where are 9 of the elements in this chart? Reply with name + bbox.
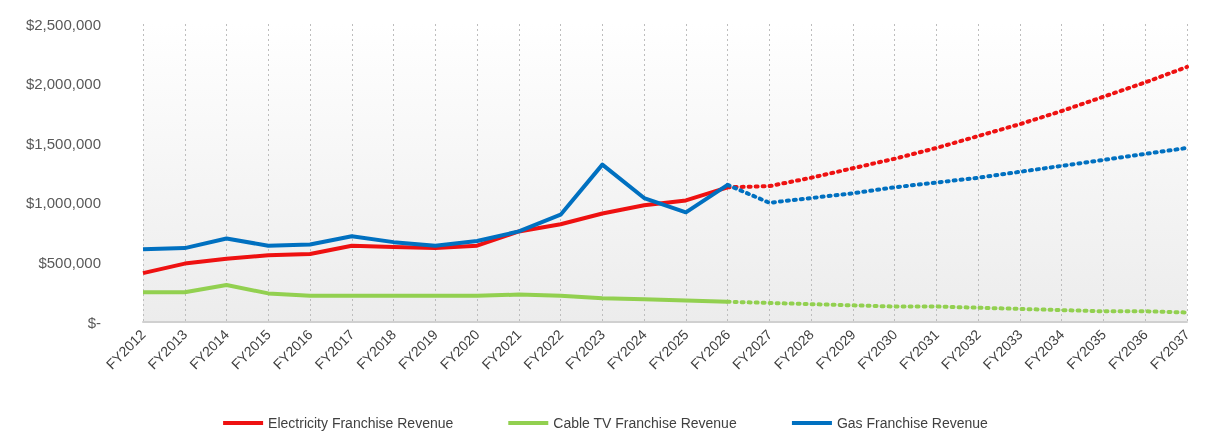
y-tick-label: $500,000 (38, 253, 101, 271)
y-tick-label: $1,000,000 (25, 194, 101, 212)
y-tick-label: $2,000,000 (25, 75, 101, 93)
legend-label: Gas Franchise Revenue (836, 415, 989, 431)
legend-label: Cable TV Franchise Revenue (553, 415, 737, 431)
y-tick-label: $- (87, 313, 101, 331)
y-tick-label: $2,500,000 (25, 15, 101, 33)
legend-label: Electricity Franchise Revenue (268, 415, 454, 431)
y-tick-label: $1,500,000 (25, 134, 101, 152)
